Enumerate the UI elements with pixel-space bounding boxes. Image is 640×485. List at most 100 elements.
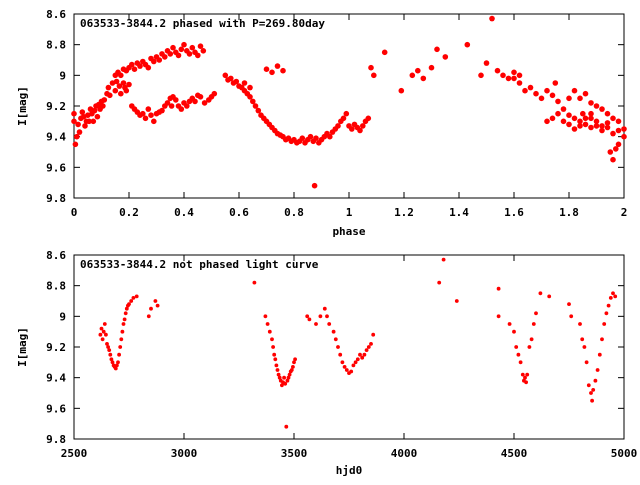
data-point [518, 360, 523, 365]
y-tick-label: 8.6 [46, 8, 66, 21]
data-point [307, 317, 312, 322]
data-point [195, 52, 201, 59]
data-point [120, 329, 125, 334]
data-point [91, 107, 98, 114]
data-point [145, 106, 152, 112]
data-point [599, 106, 605, 112]
data-point [544, 118, 550, 125]
plot-frame [73, 13, 625, 199]
data-points [71, 15, 627, 189]
data-point [365, 115, 372, 122]
phased-light-curve-panel: 8.6 8.8 9 9.2 9.4 9.6 9.8 0 0.2 0.4 0.6 0.8 1 1.2 1.4… [16, 8, 627, 238]
data-point [192, 98, 198, 105]
data-point [76, 129, 83, 135]
data-point [500, 72, 506, 79]
data-point [434, 46, 440, 53]
data-point [343, 110, 350, 117]
data-point [560, 106, 567, 112]
data-point [124, 306, 129, 311]
data-point [613, 146, 619, 152]
x-tick-label: 3000 [171, 447, 198, 460]
data-point [277, 375, 282, 380]
data-point [267, 329, 272, 334]
data-point [582, 345, 587, 349]
data-point [578, 322, 582, 326]
data-point [164, 100, 171, 106]
data-point [544, 87, 550, 94]
data-point [274, 63, 281, 69]
data-point [516, 352, 521, 357]
data-point [608, 296, 613, 300]
data-point [588, 124, 594, 131]
data-point [606, 303, 611, 308]
data-point [610, 130, 616, 137]
x-tick-label: 0.6 [229, 206, 249, 219]
data-point [313, 135, 319, 141]
data-point [72, 141, 79, 148]
data-point [314, 322, 318, 326]
data-point [211, 90, 218, 97]
x-tick-label: 1.6 [504, 206, 524, 219]
data-point [129, 61, 135, 68]
data-points [98, 257, 618, 429]
data-point [311, 182, 318, 189]
data-point [566, 121, 572, 128]
data-point [105, 342, 109, 346]
data-point [247, 84, 253, 91]
data-point [252, 103, 259, 109]
y-tick-label: 9.2 [46, 341, 66, 354]
x-tick-label: 2500 [61, 447, 88, 460]
data-point [123, 67, 130, 74]
data-point [368, 64, 374, 71]
data-point [507, 322, 512, 326]
data-point [118, 90, 124, 97]
data-point [604, 124, 611, 131]
data-point [514, 345, 519, 349]
data-point [580, 337, 585, 342]
data-point [577, 123, 583, 129]
data-point [344, 368, 349, 372]
data-point [520, 372, 525, 377]
data-point [71, 110, 77, 117]
data-point [599, 127, 605, 134]
data-point [534, 311, 538, 316]
data-point [292, 360, 296, 365]
x-tick-label: 1 [346, 206, 353, 219]
data-point [555, 98, 561, 105]
data-point [271, 345, 275, 349]
data-point [529, 337, 534, 342]
data-point [269, 69, 275, 76]
data-point [582, 115, 589, 122]
data-point [118, 72, 124, 79]
data-point [582, 90, 589, 97]
data-point [615, 118, 622, 125]
data-point [101, 97, 108, 103]
data-point [588, 115, 594, 122]
data-point [496, 286, 501, 291]
data-point [287, 372, 292, 377]
data-point [611, 291, 615, 296]
data-point [113, 78, 120, 85]
data-point [146, 314, 151, 319]
data-point [560, 118, 567, 125]
data-point [371, 72, 377, 79]
data-point [118, 345, 123, 349]
data-point [331, 329, 336, 334]
data-point [105, 84, 112, 91]
data-point [110, 360, 115, 365]
x-tick-label: 4500 [501, 447, 528, 460]
data-point [115, 363, 119, 368]
data-point [178, 46, 185, 53]
data-point [571, 115, 578, 122]
data-point [153, 299, 158, 303]
data-point [584, 360, 589, 365]
data-point [351, 363, 356, 368]
data-point [555, 110, 561, 117]
data-point [607, 149, 614, 155]
data-point [123, 87, 130, 94]
data-point [604, 120, 611, 126]
data-point [522, 87, 528, 94]
data-point [516, 80, 523, 86]
data-point [113, 366, 118, 371]
data-point [442, 54, 449, 60]
